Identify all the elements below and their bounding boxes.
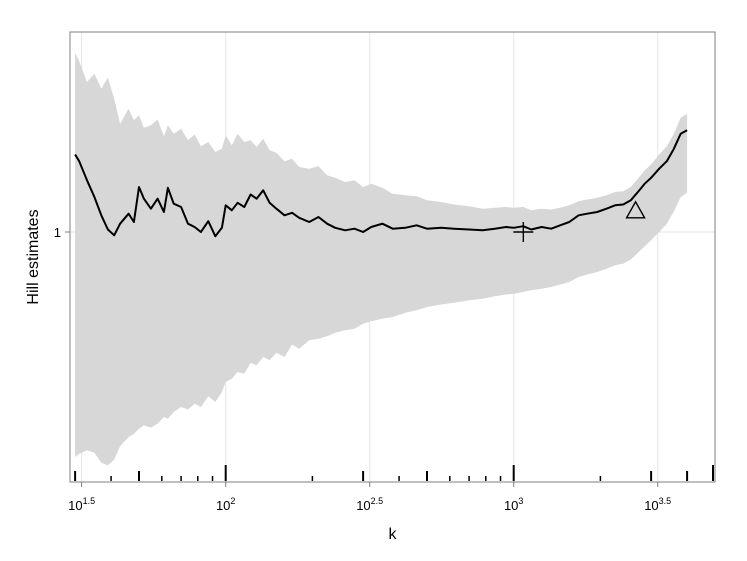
x-tick-label-2: 102.5 bbox=[356, 496, 383, 513]
x-tick-label-1: 102 bbox=[216, 496, 235, 513]
y-axis: 1 bbox=[54, 225, 70, 240]
x-tick-label-3: 103 bbox=[504, 496, 523, 513]
rug-ticks bbox=[74, 465, 714, 481]
y-tick-label-0: 1 bbox=[54, 225, 61, 240]
x-tick-label-4: 103.5 bbox=[644, 496, 671, 513]
x-tick-label-0: 101.5 bbox=[68, 496, 95, 513]
series-line-0 bbox=[74, 129, 688, 238]
confidence-band-layer bbox=[75, 52, 688, 466]
x-axis: 101.5 102 102.5 103 103.5 bbox=[68, 482, 671, 513]
triangle-marker bbox=[625, 200, 646, 219]
plot-panel-border bbox=[69, 31, 716, 483]
y-axis-title: Hill estimates bbox=[25, 209, 42, 304]
confidence-band bbox=[75, 52, 688, 466]
series-line-layer bbox=[74, 129, 688, 238]
x-axis-title: k bbox=[389, 526, 398, 543]
marker-layer bbox=[513, 200, 646, 242]
plus-marker bbox=[513, 222, 534, 242]
